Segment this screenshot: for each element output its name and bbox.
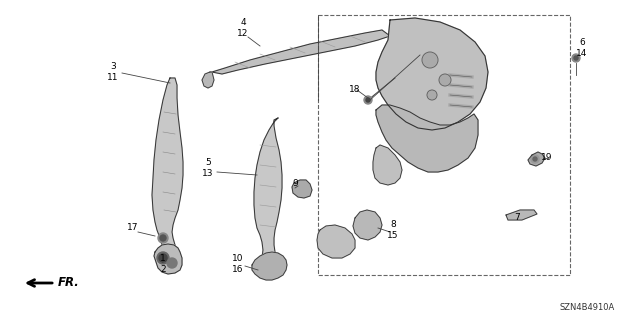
Circle shape [159, 254, 167, 262]
Text: 10
16: 10 16 [232, 254, 244, 274]
Circle shape [572, 54, 580, 62]
Circle shape [422, 52, 438, 68]
Text: 9: 9 [292, 179, 298, 188]
Bar [318, 15, 570, 275]
Text: 5
13: 5 13 [202, 158, 214, 178]
Text: 17: 17 [127, 224, 139, 233]
Text: 18: 18 [349, 85, 361, 94]
Text: 3
11: 3 11 [108, 62, 119, 82]
Text: 8
15: 8 15 [387, 220, 399, 240]
Circle shape [531, 155, 539, 163]
Text: 19: 19 [541, 153, 553, 162]
Text: 1
2: 1 2 [160, 254, 166, 274]
Polygon shape [202, 72, 214, 88]
Circle shape [533, 157, 537, 161]
Polygon shape [376, 105, 478, 172]
Text: 6
14: 6 14 [576, 38, 588, 58]
Circle shape [157, 252, 169, 264]
Circle shape [427, 90, 437, 100]
Text: SZN4B4910A: SZN4B4910A [560, 303, 615, 312]
Polygon shape [528, 152, 545, 166]
Polygon shape [292, 180, 312, 198]
Circle shape [366, 98, 370, 102]
Circle shape [574, 56, 578, 60]
Polygon shape [317, 225, 355, 258]
Circle shape [160, 235, 166, 241]
Polygon shape [254, 118, 282, 278]
Circle shape [364, 96, 372, 104]
Polygon shape [376, 18, 488, 130]
Circle shape [167, 258, 177, 268]
Polygon shape [252, 252, 287, 280]
Polygon shape [154, 244, 182, 274]
Circle shape [439, 74, 451, 86]
Polygon shape [152, 78, 183, 270]
Text: 4
12: 4 12 [237, 18, 249, 38]
Text: 7: 7 [514, 213, 520, 222]
Polygon shape [212, 30, 390, 74]
Polygon shape [373, 145, 402, 185]
Polygon shape [353, 210, 382, 240]
Circle shape [158, 233, 168, 243]
Text: FR.: FR. [58, 277, 80, 290]
Polygon shape [506, 210, 537, 220]
